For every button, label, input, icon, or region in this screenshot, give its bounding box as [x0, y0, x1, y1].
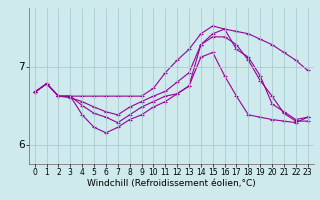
X-axis label: Windchill (Refroidissement éolien,°C): Windchill (Refroidissement éolien,°C)	[87, 179, 256, 188]
